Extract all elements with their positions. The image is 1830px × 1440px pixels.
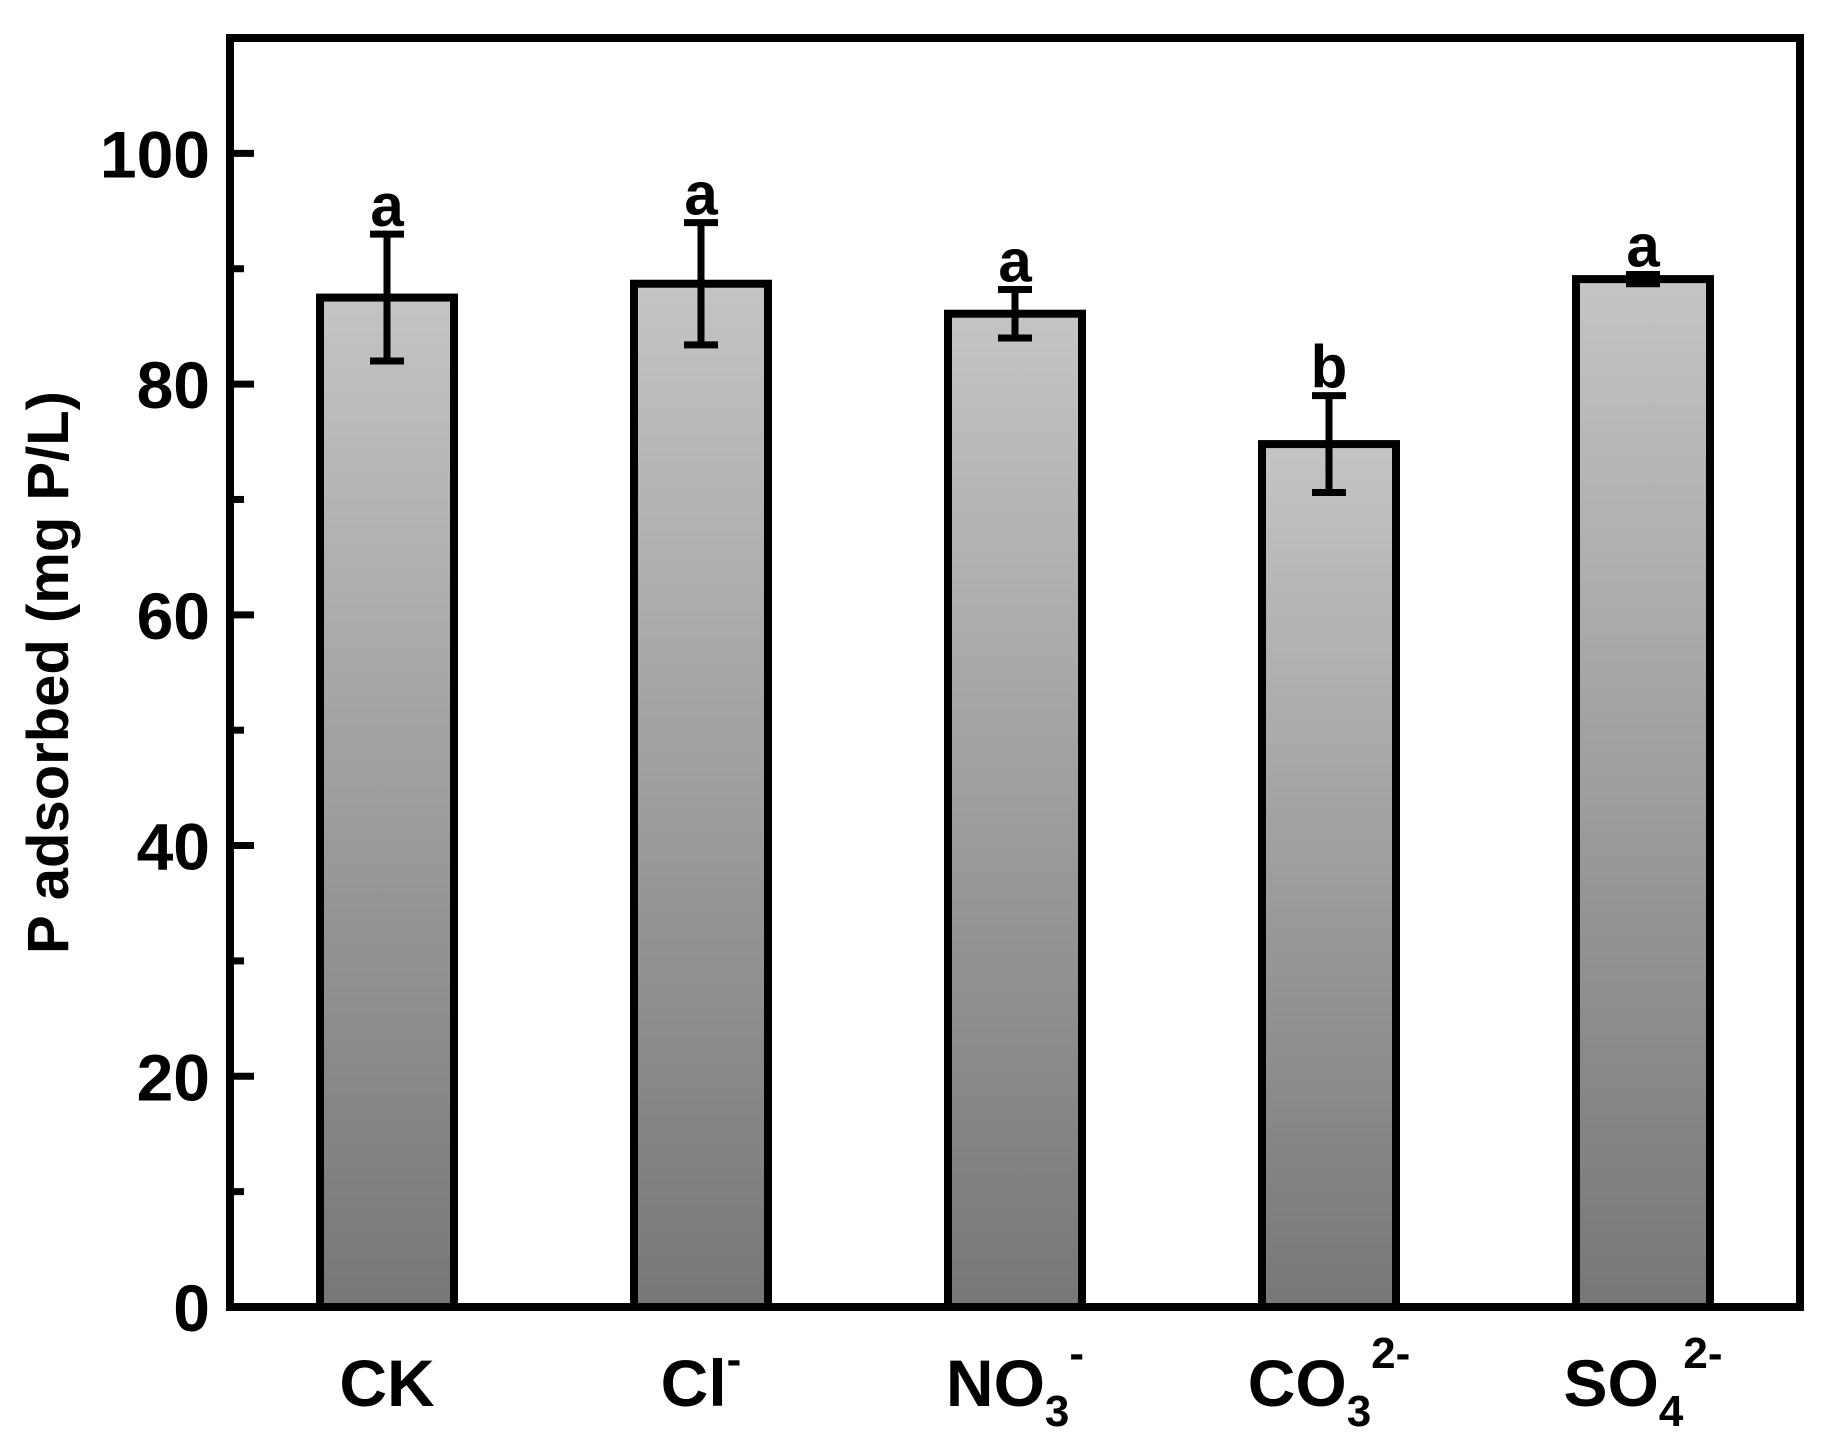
y-axis-title: P adsorbed (mg P/L): [16, 391, 81, 954]
bar: [630, 279, 772, 1311]
x-category-label: CK: [339, 1346, 435, 1420]
y-axis-ticks: 0 20 40 60 80 100: [100, 117, 254, 1345]
y-tick-label: 80: [137, 348, 210, 422]
significance-label: a: [684, 161, 718, 228]
significance-label: a: [370, 172, 404, 239]
significance-label: a: [998, 227, 1032, 294]
x-category-label: CO32-: [1248, 1329, 1411, 1436]
x-category-label: SO42-: [1564, 1329, 1723, 1436]
error-bars-layer: [370, 219, 1660, 497]
bar: [316, 293, 458, 1311]
plot-frame: [226, 34, 1804, 1311]
y-tick-label: 20: [137, 1040, 210, 1114]
x-axis-category-labels: CK Cl- NO3- CO32- SO42-: [339, 1329, 1722, 1436]
y-tick-label: 100: [100, 117, 210, 191]
x-category-label: NO3-: [946, 1329, 1084, 1436]
significance-labels-layer: a a a b a: [370, 161, 1660, 401]
bar: [944, 309, 1086, 1311]
bars-layer: [316, 275, 1714, 1311]
bar: [1258, 440, 1400, 1311]
bar: [1572, 275, 1714, 1311]
y-tick-label: 60: [137, 579, 210, 653]
significance-label: a: [1626, 212, 1660, 279]
y-tick-label: 40: [137, 810, 210, 884]
y-tick-label: 0: [173, 1271, 210, 1345]
x-category-label: Cl-: [661, 1335, 742, 1420]
significance-label: b: [1311, 334, 1348, 401]
